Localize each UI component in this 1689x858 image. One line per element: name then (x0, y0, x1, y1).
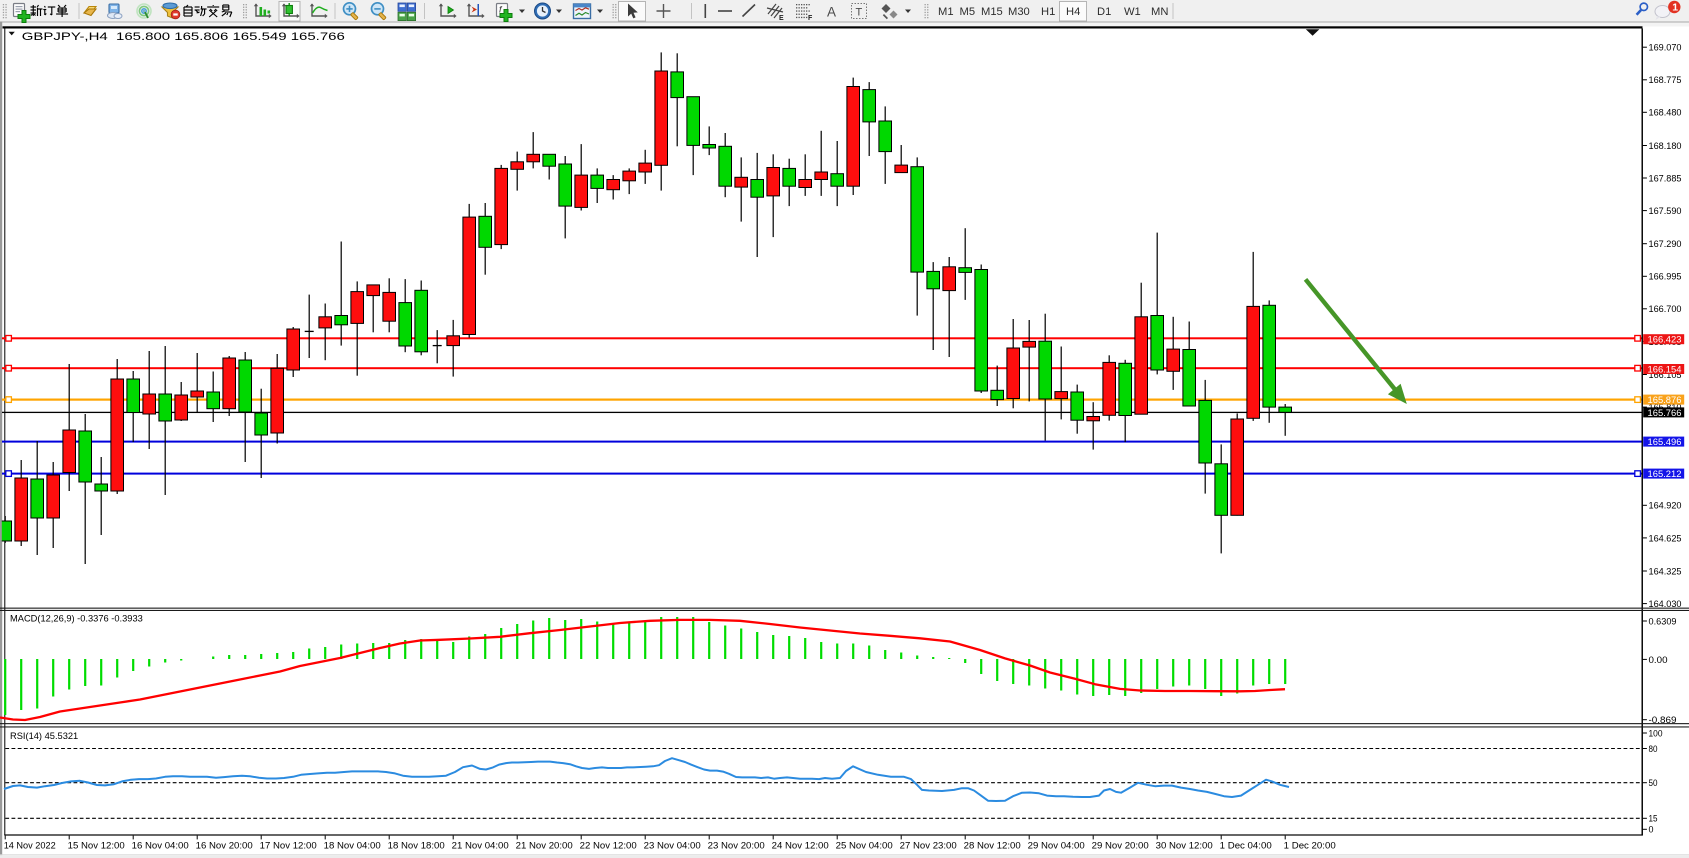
svg-text:168.775: 168.775 (1649, 75, 1682, 86)
svg-text:166.154: 166.154 (1648, 365, 1682, 375)
svg-text:H4: H4 (1066, 6, 1080, 18)
svg-text:164.920: 164.920 (1649, 501, 1682, 512)
svg-text:M5: M5 (960, 6, 976, 18)
svg-text:F: F (808, 15, 813, 22)
svg-text:25 Nov 04:00: 25 Nov 04:00 (836, 840, 893, 851)
svg-text:1 Dec 04:00: 1 Dec 04:00 (1220, 840, 1272, 851)
svg-text:17 Nov 12:00: 17 Nov 12:00 (260, 840, 317, 851)
svg-text:0: 0 (1649, 825, 1654, 836)
svg-text:23 Nov 20:00: 23 Nov 20:00 (708, 840, 765, 851)
svg-text:165.212: 165.212 (1648, 469, 1682, 479)
svg-text:167.290: 167.290 (1649, 239, 1682, 250)
svg-text:23 Nov 04:00: 23 Nov 04:00 (644, 840, 701, 851)
svg-text:167.590: 167.590 (1649, 206, 1682, 217)
svg-text:50: 50 (1649, 778, 1658, 789)
svg-text:W1: W1 (1124, 6, 1141, 18)
svg-text:0.6309: 0.6309 (1649, 616, 1677, 627)
svg-text:80: 80 (1649, 744, 1658, 755)
svg-text:MACD(12,26,9) -0.3376 -0.3933: MACD(12,26,9) -0.3376 -0.3933 (10, 614, 143, 624)
svg-text:30 Nov 12:00: 30 Nov 12:00 (1156, 840, 1213, 851)
svg-text:A: A (827, 5, 836, 20)
svg-text:164.030: 164.030 (1649, 599, 1682, 610)
svg-text:166.700: 166.700 (1649, 304, 1682, 315)
svg-text:28 Nov 12:00: 28 Nov 12:00 (964, 840, 1021, 851)
svg-text:167.885: 167.885 (1649, 173, 1682, 184)
svg-text:164.625: 164.625 (1649, 533, 1682, 544)
svg-text:18 Nov 04:00: 18 Nov 04:00 (324, 840, 381, 851)
svg-text:GBPJPY-,H4 165.800 165.806 16: GBPJPY-,H4 165.800 165.806 165.549 165.7… (22, 31, 345, 43)
svg-text:21 Nov 04:00: 21 Nov 04:00 (452, 840, 509, 851)
svg-text:21 Nov 20:00: 21 Nov 20:00 (516, 840, 573, 851)
svg-text:165.766: 165.766 (1648, 408, 1682, 418)
svg-text:24 Nov 12:00: 24 Nov 12:00 (772, 840, 829, 851)
svg-text:166.105: 166.105 (1649, 370, 1682, 381)
svg-text:100: 100 (1649, 728, 1663, 739)
svg-text:168.480: 168.480 (1649, 108, 1682, 119)
svg-text:1 Dec 20:00: 1 Dec 20:00 (1284, 840, 1336, 851)
svg-text:1: 1 (1672, 2, 1678, 14)
svg-text:166.423: 166.423 (1648, 335, 1682, 345)
svg-text:f: f (499, 5, 503, 15)
svg-text:165.876: 165.876 (1648, 395, 1682, 405)
svg-text:169.070: 169.070 (1649, 43, 1682, 54)
svg-text:15 Nov 12:00: 15 Nov 12:00 (68, 840, 125, 851)
svg-text:27 Nov 23:00: 27 Nov 23:00 (900, 840, 957, 851)
svg-text:164.325: 164.325 (1649, 566, 1682, 577)
svg-text:16 Nov 04:00: 16 Nov 04:00 (132, 840, 189, 851)
svg-text:29 Nov 04:00: 29 Nov 04:00 (1028, 840, 1085, 851)
svg-text:165.496: 165.496 (1648, 437, 1682, 447)
svg-text:RSI(14) 45.5321: RSI(14) 45.5321 (10, 731, 78, 741)
svg-text:14 Nov 2022: 14 Nov 2022 (4, 840, 56, 851)
svg-text:M15: M15 (981, 6, 1003, 18)
svg-text:166.995: 166.995 (1649, 272, 1682, 283)
svg-text:168.180: 168.180 (1649, 141, 1682, 152)
svg-text:22 Nov 12:00: 22 Nov 12:00 (580, 840, 637, 851)
svg-text:E: E (779, 15, 784, 22)
svg-text:MN: MN (1151, 6, 1168, 18)
svg-text:18 Nov 18:00: 18 Nov 18:00 (388, 840, 445, 851)
svg-text:M30: M30 (1008, 6, 1030, 18)
svg-text:29 Nov 20:00: 29 Nov 20:00 (1092, 840, 1149, 851)
svg-text:H1: H1 (1041, 6, 1055, 18)
svg-text:-0.869: -0.869 (1649, 715, 1677, 726)
svg-text:16 Nov 20:00: 16 Nov 20:00 (196, 840, 253, 851)
svg-text:D1: D1 (1097, 6, 1111, 18)
svg-text:15: 15 (1649, 814, 1658, 825)
svg-text:T: T (856, 7, 863, 19)
svg-text:M1: M1 (938, 6, 954, 18)
svg-text:0.00: 0.00 (1649, 655, 1668, 666)
